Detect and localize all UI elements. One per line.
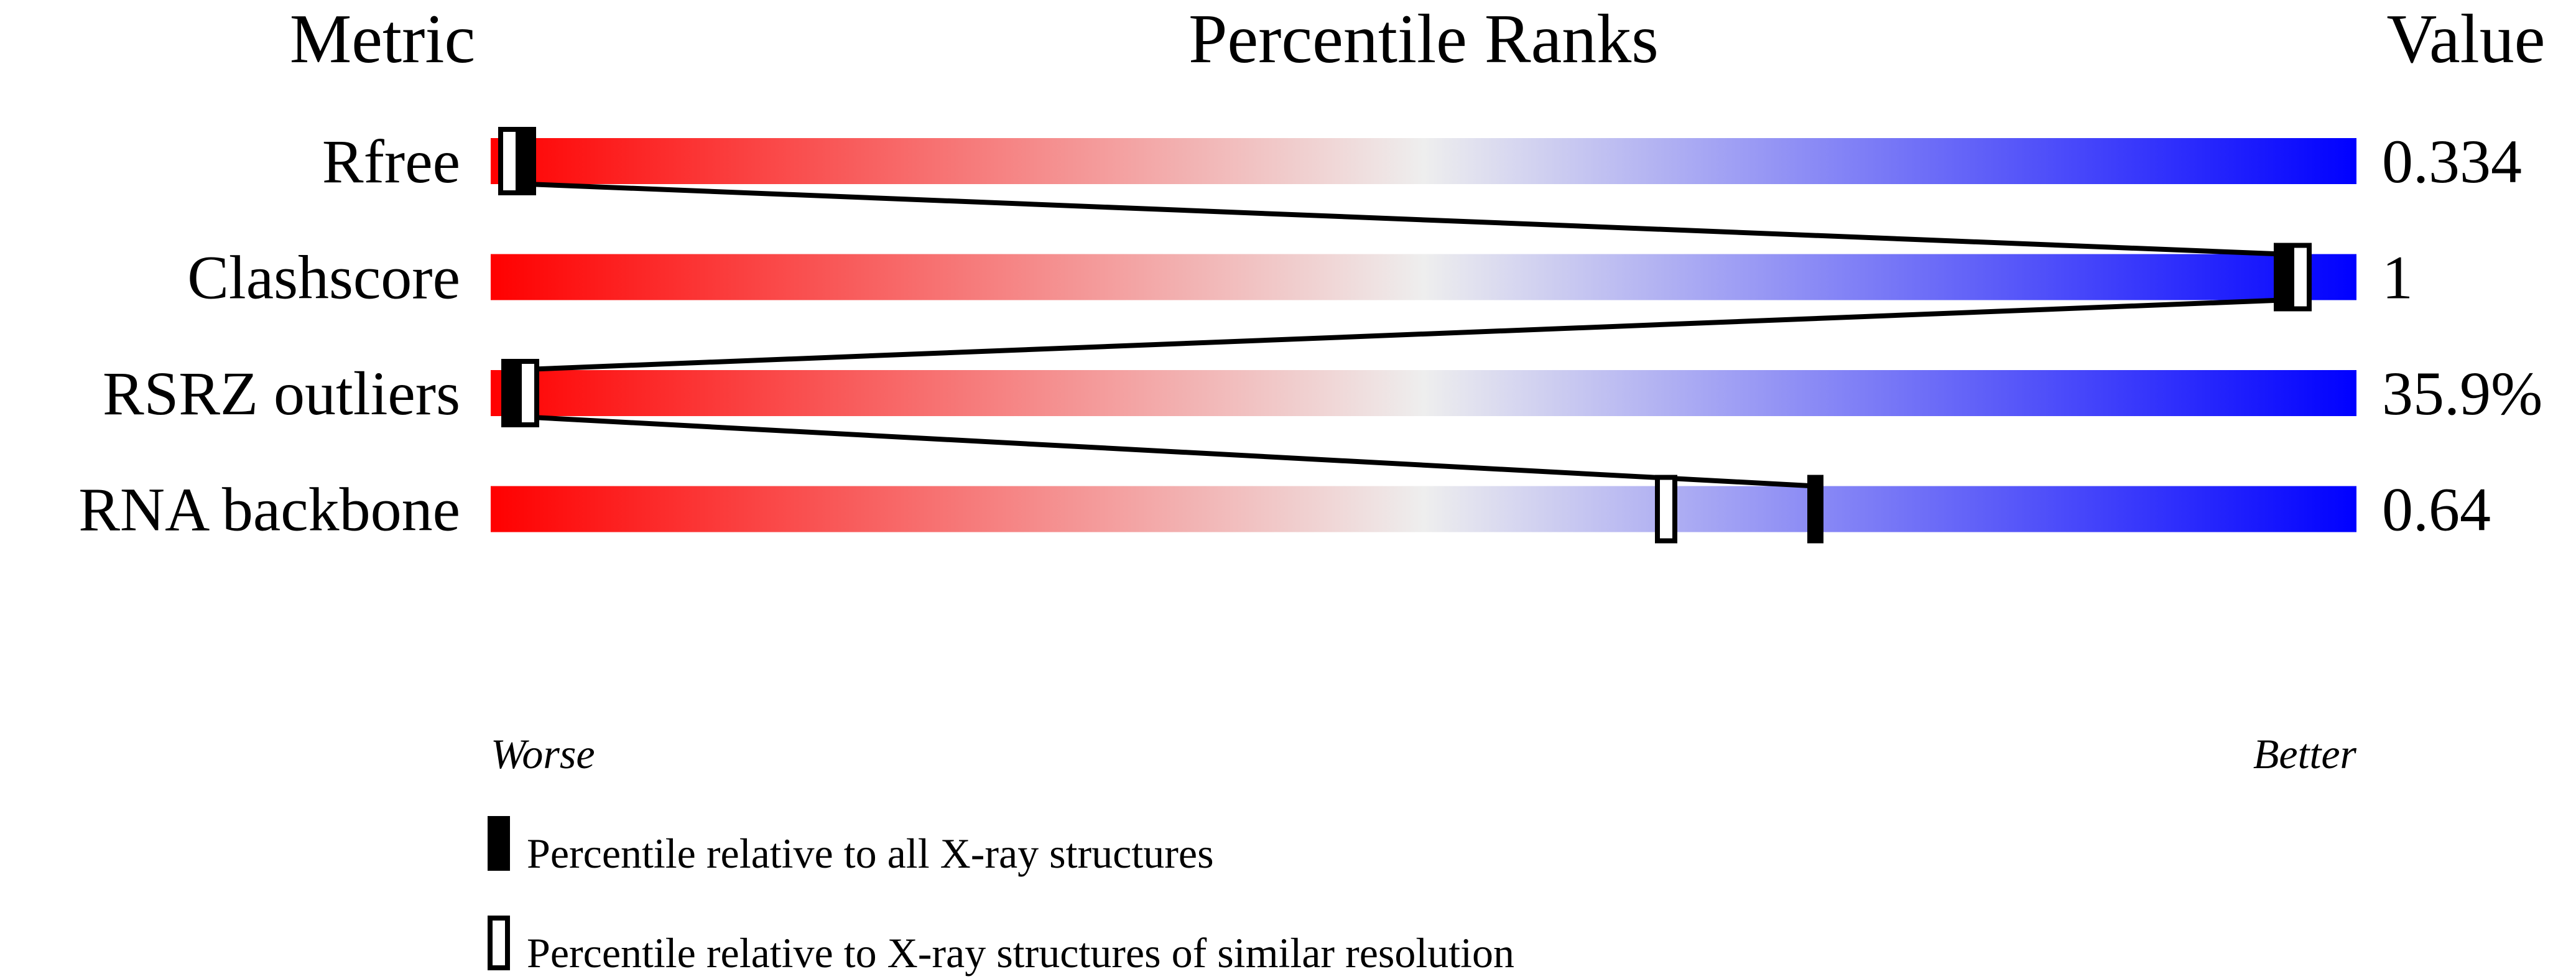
marker-all-structures xyxy=(520,127,536,195)
legend-filled-marker xyxy=(488,816,510,871)
connector-line xyxy=(527,182,2282,257)
metric-value: 35.9% xyxy=(2382,359,2542,428)
marker-similar-resolution xyxy=(498,127,521,195)
marker-similar-resolution xyxy=(517,359,539,427)
metric-value: 0.64 xyxy=(2382,475,2491,544)
axis-label-better: Better xyxy=(2253,730,2357,777)
axis-label-worse: Worse xyxy=(491,730,595,777)
metric-value: 1 xyxy=(2382,243,2413,312)
marker-similar-resolution xyxy=(1655,475,1677,544)
header-value: Value xyxy=(2386,1,2545,78)
legend-open-marker xyxy=(488,916,510,970)
legend-label-similar: Percentile relative to X-ray structures … xyxy=(527,929,1514,977)
percentile-bar xyxy=(491,486,2356,532)
percentile-bar xyxy=(491,254,2356,300)
percentile-bar xyxy=(491,138,2356,184)
metric-value: 0.334 xyxy=(2382,127,2522,196)
metric-label: Clashscore xyxy=(187,243,460,312)
metric-label: Rfree xyxy=(322,127,460,196)
percentile-bar xyxy=(491,370,2356,416)
marker-all-structures xyxy=(2274,243,2290,312)
header-percentile-ranks: Percentile Ranks xyxy=(1188,1,1659,78)
metric-label: RNA backbone xyxy=(78,475,460,544)
marker-all-structures xyxy=(1807,475,1823,544)
connector-line xyxy=(509,414,1816,489)
marker-similar-resolution xyxy=(2289,243,2312,312)
connector-line xyxy=(509,297,2282,373)
marker-all-structures xyxy=(501,359,517,427)
metric-label: RSRZ outliers xyxy=(103,359,460,428)
legend-label-all: Percentile relative to all X-ray structu… xyxy=(527,830,1214,877)
header-metric: Metric xyxy=(290,1,476,78)
